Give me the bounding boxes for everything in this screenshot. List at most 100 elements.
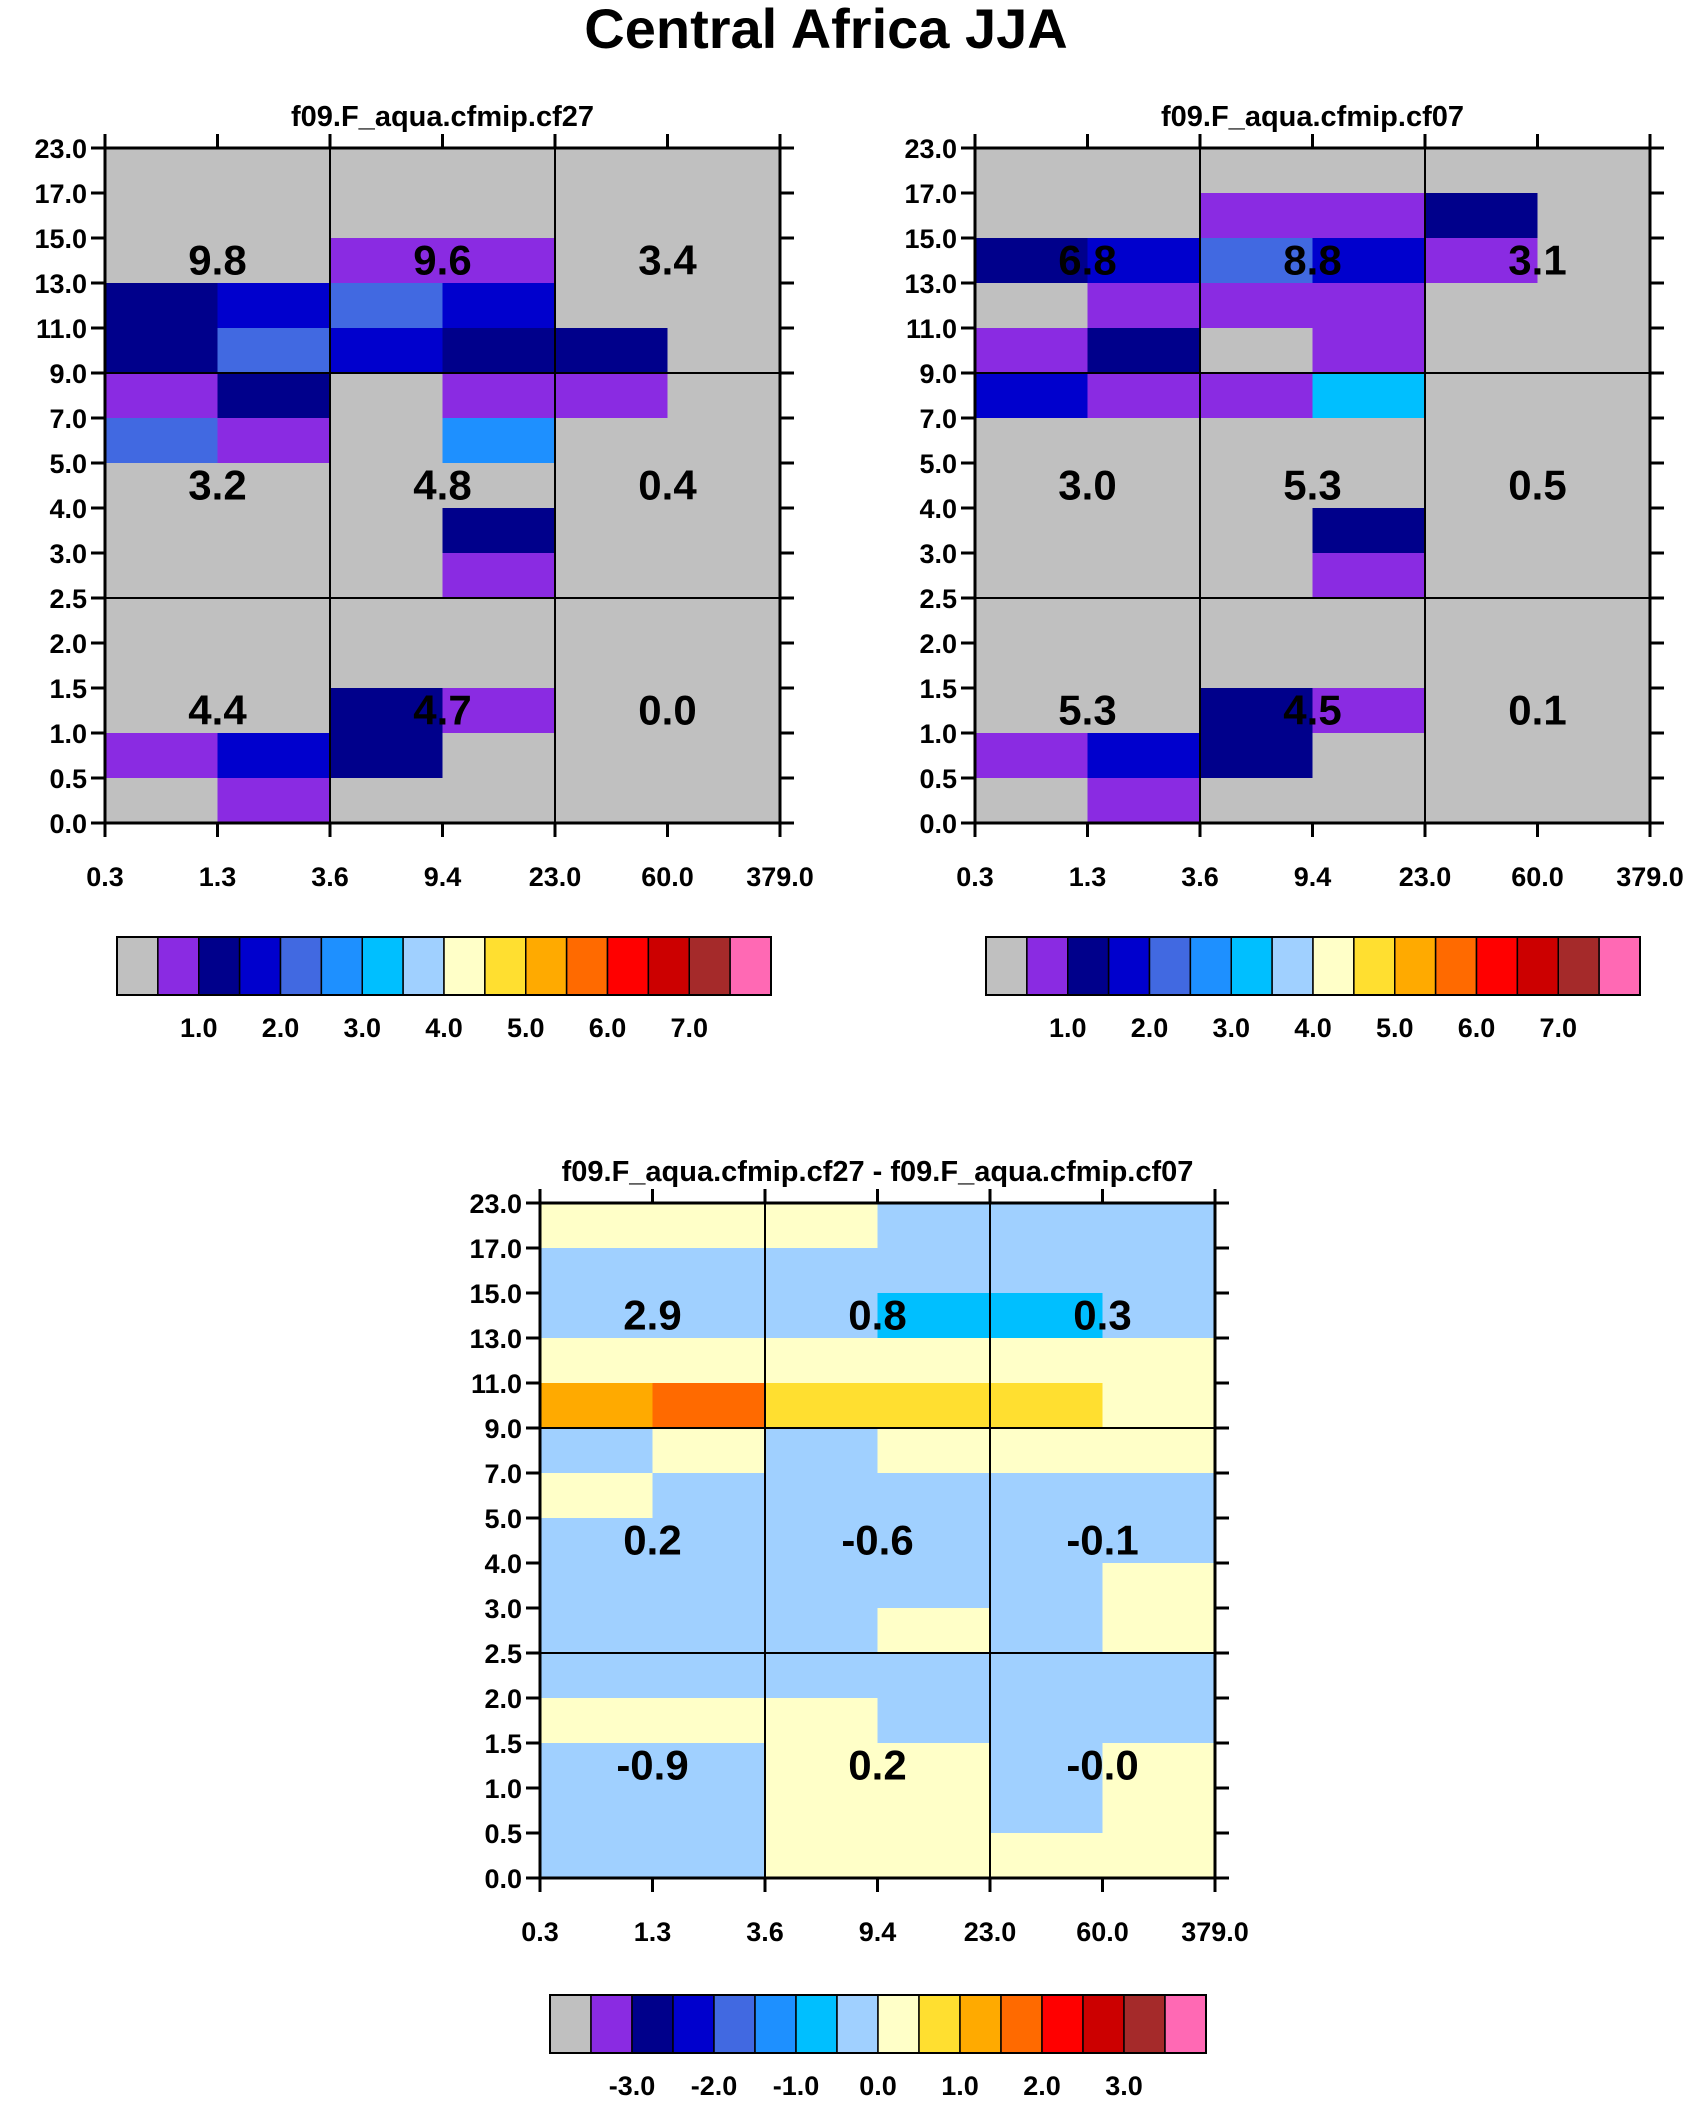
heatmap-cell (1537, 688, 1651, 734)
colorbar-swatch (116, 936, 159, 996)
y-tick-label: 2.5 (919, 584, 957, 614)
colorbar-swatch (1026, 936, 1069, 996)
y-tick-label: 23.0 (904, 134, 957, 164)
heatmap-cell (1425, 148, 1539, 194)
heatmap-cell (652, 1383, 766, 1429)
heatmap-cell (1425, 238, 1539, 284)
block-value-label: 0.1 (1508, 687, 1566, 734)
heatmap-cell (1425, 463, 1539, 509)
heatmap-cell (1425, 778, 1539, 824)
heatmap-cell (1102, 1383, 1216, 1429)
heatmap-cell (540, 1338, 654, 1384)
x-tick-label: 0.3 (86, 862, 124, 892)
heatmap-cell (442, 598, 556, 644)
heatmap-cell (330, 553, 444, 599)
y-tick-label: 1.5 (484, 1729, 522, 1759)
colorbar-swatch (877, 1994, 920, 2054)
heatmap-cell (1087, 283, 1201, 329)
block-value-label: 0.2 (848, 1742, 906, 1789)
colorbar-swatch (1164, 1994, 1207, 2054)
heatmap-cell (1087, 463, 1201, 509)
heatmap-cell (877, 1788, 991, 1834)
heatmap-cell (1425, 643, 1539, 689)
y-tick-label: 0.5 (484, 1819, 522, 1849)
x-tick-label: 60.0 (1511, 862, 1564, 892)
colorbar-swatch (1000, 1994, 1043, 2054)
y-tick-label: 23.0 (34, 134, 87, 164)
heatmap-cell (765, 1203, 879, 1249)
heatmap-cell (442, 148, 556, 194)
heatmap-cell (1087, 148, 1201, 194)
heatmap-cell (1200, 553, 1314, 599)
x-tick-label: 1.3 (634, 1917, 672, 1947)
heatmap-cell (105, 238, 219, 284)
colorbar-label: 1.0 (941, 2071, 979, 2101)
heatmap-cell (765, 1473, 879, 1519)
heatmap-cell (555, 463, 669, 509)
colorbar-label: 2.0 (1023, 2071, 1061, 2101)
colorbar-swatch (1598, 936, 1641, 996)
heatmap-cell (540, 1473, 654, 1519)
colorbar-swatch (525, 936, 568, 996)
heatmap-cell (1087, 598, 1201, 644)
heatmap-cell (1425, 373, 1539, 419)
heatmap-cell (330, 373, 444, 419)
heatmap-cell (667, 733, 781, 779)
colorbar-swatch (238, 936, 282, 996)
panel-title: f09.F_aqua.cfmip.cf27 - f09.F_aqua.cfmip… (562, 1156, 1194, 1188)
heatmap-cell (540, 1563, 654, 1609)
heatmap-cell (1537, 643, 1651, 689)
colorbar-swatch (402, 936, 445, 996)
heatmap-cell (877, 1698, 991, 1744)
heatmap-cell (442, 373, 556, 419)
colorbar-swatch (361, 936, 404, 996)
x-tick-label: 379.0 (1181, 1917, 1249, 1947)
x-tick-label: 1.3 (1069, 862, 1107, 892)
heatmap-cell (990, 1563, 1104, 1609)
heatmap-cell (877, 1383, 991, 1429)
heatmap-cell (975, 553, 1089, 599)
heatmap-cell (1087, 688, 1201, 734)
heatmap-cell (652, 1698, 766, 1744)
heatmap-cell (1537, 508, 1651, 554)
x-tick-label: 379.0 (746, 862, 814, 892)
heatmap-cell (990, 1383, 1104, 1429)
heatmap-cell (105, 553, 219, 599)
x-tick-label: 1.3 (199, 862, 237, 892)
heatmap-cell (217, 148, 331, 194)
block-value-label: -0.6 (841, 1517, 913, 1564)
charts-group: f09.F_aqua.cfmip.cf27 0.0 0.5 1.0 1.5 2.0 2.5 3… (34, 101, 1683, 2101)
y-tick-label: 0.5 (919, 764, 957, 794)
heatmap-cell (1312, 283, 1426, 329)
colorbar-swatch (985, 936, 1028, 996)
heatmap-cell (442, 733, 556, 779)
heatmap-cell (1312, 643, 1426, 689)
x-tick-label: 60.0 (1076, 1917, 1129, 1947)
colorbar-swatch (320, 936, 363, 996)
heatmap-cell (442, 778, 556, 824)
heatmap-cell (1087, 193, 1201, 239)
heatmap-cell (540, 1788, 654, 1834)
block-value-label: 0.0 (638, 687, 696, 734)
heatmap-cell (217, 238, 331, 284)
heatmap-cell (975, 283, 1089, 329)
heatmap-panel-2: f09.F_aqua.cfmip.cf07 0.0 0.5 1.0 1.5 2.0 2.5 3… (904, 101, 1683, 1043)
heatmap-cell (765, 1248, 879, 1294)
heatmap-cell (667, 778, 781, 824)
heatmap-cell (877, 1518, 991, 1564)
heatmap-cell (105, 193, 219, 239)
y-tick-label: 4.0 (919, 494, 957, 524)
heatmap-cell (667, 508, 781, 554)
block-value-label: -0.9 (616, 1742, 688, 1789)
panel-title: f09.F_aqua.cfmip.cf27 (291, 101, 594, 133)
heatmap-cell (330, 193, 444, 239)
block-value-label: 5.3 (1283, 462, 1341, 509)
heatmap-cell (1537, 148, 1651, 194)
heatmap-cell (652, 1248, 766, 1294)
heatmap-cell (1537, 283, 1651, 329)
colorbar-label: 0.0 (859, 2071, 897, 2101)
y-tick-label: 1.0 (484, 1774, 522, 1804)
heatmap-cell (540, 1383, 654, 1429)
heatmap-cell (217, 508, 331, 554)
heatmap-cell (765, 1608, 879, 1654)
